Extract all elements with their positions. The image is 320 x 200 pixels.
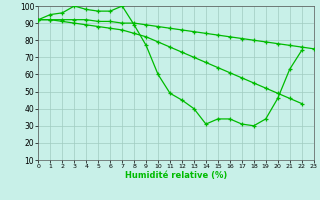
X-axis label: Humidité relative (%): Humidité relative (%) [125,171,227,180]
